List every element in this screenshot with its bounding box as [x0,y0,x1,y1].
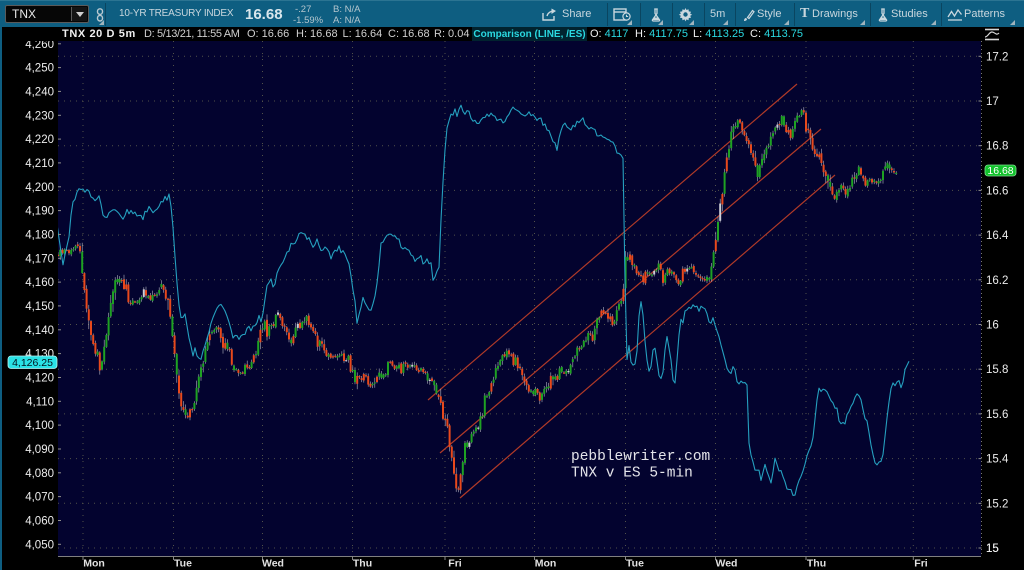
svg-text:Mon: Mon [83,558,105,570]
svg-text:4,050: 4,050 [25,539,54,551]
svg-text:pebblewriter.com: pebblewriter.com [571,449,710,465]
svg-text:4,120: 4,120 [25,373,54,385]
svg-text:Fri: Fri [914,558,928,570]
svg-text:15: 15 [986,543,999,555]
svg-text:15.8: 15.8 [986,364,1008,376]
svg-text:4,126.25: 4,126.25 [12,357,53,369]
svg-text:4,060: 4,060 [25,516,54,528]
svg-text:4,210: 4,210 [25,158,54,170]
svg-text:16.8: 16.8 [986,141,1008,153]
svg-text:15.4: 15.4 [986,454,1009,466]
svg-text:17.2: 17.2 [986,51,1008,63]
svg-text:4,160: 4,160 [25,277,54,289]
svg-text:4,090: 4,090 [25,444,54,456]
svg-text:15.6: 15.6 [986,409,1008,421]
svg-text:Thu: Thu [353,558,372,570]
svg-text:4,170: 4,170 [25,253,54,265]
svg-text:Mon: Mon [535,558,557,570]
svg-text:4,250: 4,250 [25,63,54,75]
svg-text:Tue: Tue [174,558,192,570]
svg-text:15.2: 15.2 [986,498,1008,510]
svg-text:16: 16 [986,320,999,332]
svg-text:4,080: 4,080 [25,468,54,480]
svg-text:Wed: Wed [262,558,284,570]
svg-text:4,150: 4,150 [25,301,54,313]
svg-text:4,140: 4,140 [25,325,54,337]
svg-text:Fri: Fri [448,558,462,570]
svg-text:4,240: 4,240 [25,86,54,98]
svg-text:4,200: 4,200 [25,182,54,194]
svg-text:4,260: 4,260 [25,41,54,51]
svg-text:TNX v ES 5-min: TNX v ES 5-min [571,466,693,482]
svg-text:16.4: 16.4 [986,230,1009,242]
svg-text:4,220: 4,220 [25,134,54,146]
svg-text:Thu: Thu [807,558,826,570]
svg-text:16.6: 16.6 [986,185,1008,197]
svg-text:4,100: 4,100 [25,420,54,432]
svg-text:4,070: 4,070 [25,492,54,504]
svg-text:Tue: Tue [626,558,644,570]
svg-text:15: 15 [986,543,999,555]
svg-text:16.68: 16.68 [987,165,1013,177]
svg-text:Wed: Wed [716,558,738,570]
svg-text:4,190: 4,190 [25,206,54,218]
svg-text:4,180: 4,180 [25,229,54,241]
svg-text:4,230: 4,230 [25,110,54,122]
svg-text:16.2: 16.2 [986,275,1008,287]
svg-text:17: 17 [986,96,999,108]
svg-text:4,110: 4,110 [26,396,54,408]
